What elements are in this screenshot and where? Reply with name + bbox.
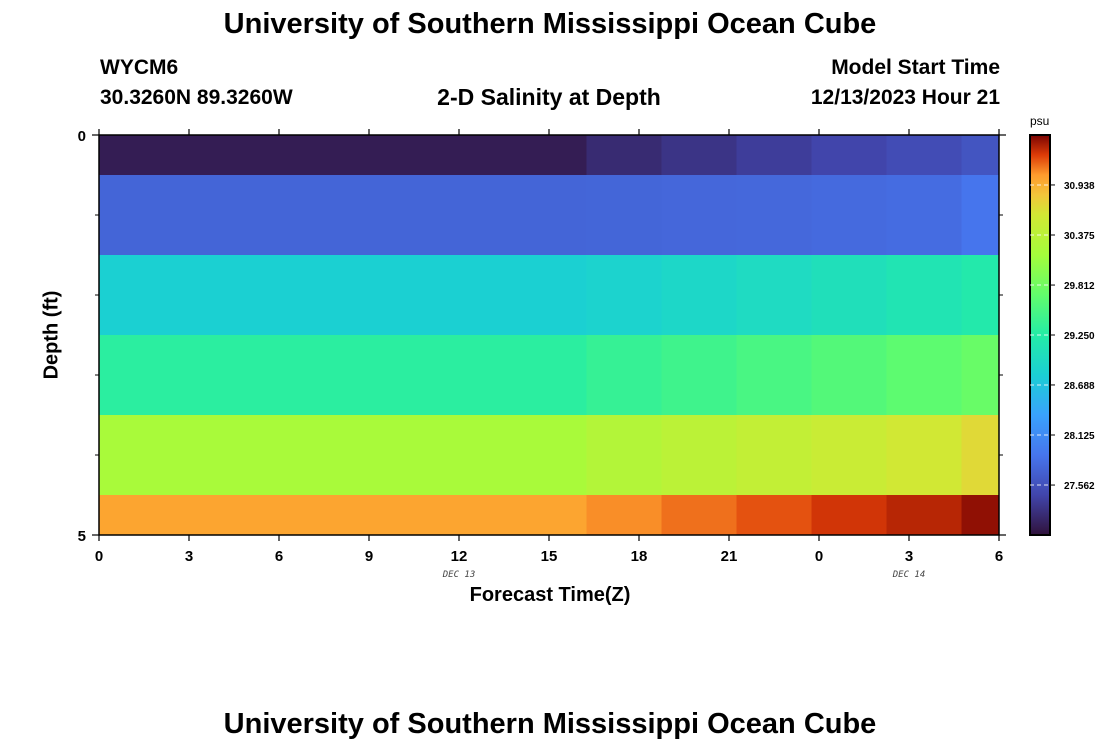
x-tick-label: 12 [451,548,468,565]
model-start-label: Model Start Time [831,56,1000,79]
colorbar-tick-label: 30.938 [1064,181,1095,192]
footer-title: University of Southern Mississippi Ocean… [223,708,877,740]
heatmap-cell [586,415,662,496]
heatmap-cell [661,255,737,336]
heatmap-cell [99,335,587,416]
colorbar-tick-label: 27.562 [1064,481,1095,492]
x-axis-label: Forecast Time(Z) [469,584,631,606]
x-tick-label: 21 [721,548,738,565]
heatmap-cell [961,335,1000,416]
heatmap-cell [661,495,737,536]
x-tick-label: 6 [995,548,1003,565]
main-title: University of Southern Mississippi Ocean… [223,8,877,40]
heatmap-cell [886,335,962,416]
x-tick-label: 18 [631,548,648,565]
heatmap-cell [736,335,812,416]
heatmap-cell [811,175,887,256]
station-id: WYCM6 [100,56,179,79]
heatmap-cell [99,415,587,496]
heatmap-cell [886,495,962,536]
heatmap-cell [886,175,962,256]
colorbar-tick-label: 28.688 [1064,381,1095,392]
heatmap-cell [886,255,962,336]
station-coords: 30.3260N 89.3260W [100,86,293,109]
x-tick-label: 0 [95,548,103,565]
heatmap-cell [811,135,887,176]
heatmap-cell [99,495,587,536]
heatmap-cell [736,495,812,536]
chart-subtitle: 2-D Salinity at Depth [437,84,661,110]
colorbar-tick-label: 30.375 [1064,231,1095,242]
colorbar-unit: psu [1030,114,1050,128]
colorbar-tick-label: 29.250 [1064,331,1095,342]
x-tick-label: 6 [275,548,283,565]
heatmap-cell [661,175,737,256]
colorbar-tick-label: 29.812 [1064,281,1095,292]
x-tick-label: 0 [815,548,823,565]
heatmap-cell [99,255,587,336]
heatmap-cell [961,255,1000,336]
x-tick-label: 3 [185,548,193,565]
x-date-label: DEC 13 [442,570,476,580]
heatmap-cell [886,415,962,496]
heatmap-cell [736,135,812,176]
heatmap-cell [961,135,1000,176]
heatmap-cell [736,415,812,496]
heatmap-cell [811,255,887,336]
heatmap-cell [886,135,962,176]
x-date-label: DEC 14 [892,570,926,580]
heatmap-cell [99,175,587,256]
heatmap-cells [99,135,1000,536]
heatmap-cell [99,135,587,176]
heatmap-cell [961,415,1000,496]
y-tick-label: 0 [78,128,86,145]
colorbar-tick-label: 28.125 [1064,431,1095,442]
heatmap-cell [961,495,1000,536]
heatmap-cell [661,415,737,496]
heatmap-cell [586,335,662,416]
y-tick-label: 5 [78,528,86,545]
heatmap-cell [586,255,662,336]
heatmap-cell [586,495,662,536]
heatmap-cell [586,135,662,176]
heatmap-cell [586,175,662,256]
heatmap-cell [811,415,887,496]
heatmap-cell [811,495,887,536]
x-tick-label: 3 [905,548,913,565]
chart-axes: 0 3 6 9 12 15 18 21 0 3 605 [78,128,1006,565]
heatmap-cell [736,175,812,256]
heatmap-cell [736,255,812,336]
heatmap-cell [961,175,1000,256]
heatmap-cell [661,335,737,416]
heatmap-cell [811,335,887,416]
heatmap-cell [661,135,737,176]
x-tick-label: 9 [365,548,373,565]
colorbar: 27.562 28.125 28.688 29.250 29.812 30.375 30.9… [1029,134,1095,536]
x-tick-label: 15 [541,548,558,565]
model-start-value: 12/13/2023 Hour 21 [810,86,1000,109]
